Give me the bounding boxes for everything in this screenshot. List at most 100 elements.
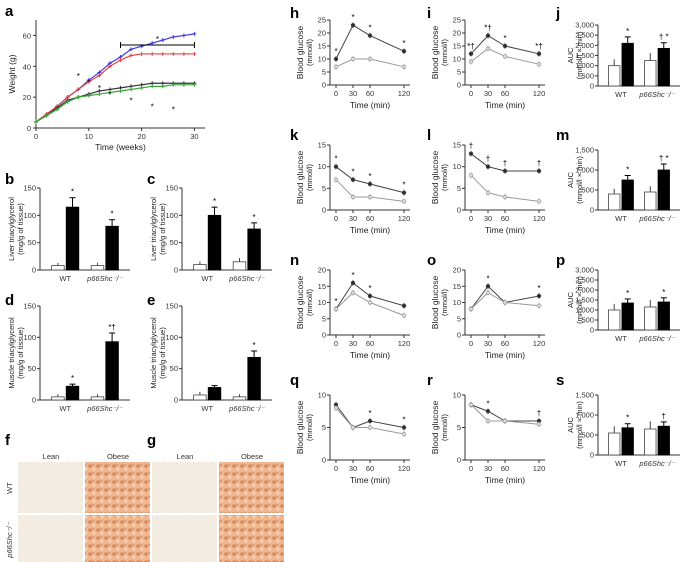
c-category-label: p66Shc⁻/⁻ [228,274,265,283]
r-xtick-label: 0 [469,464,473,473]
i-xtick-label: 30 [484,89,492,98]
f-col-label-lean: Lean [43,452,60,461]
n-ytick-label: 10 [318,298,326,307]
h-series-obese [335,24,405,60]
panel-letter-j: j [555,5,560,22]
k-xtick-label: 120 [398,214,411,223]
c-ytick-label: 0 [174,266,178,275]
d-ylabel: Muscle triacylglycerol [7,317,16,389]
m-ytick-label: 0 [590,206,594,215]
i-sig-mark: *† [467,42,475,51]
panel-letter-o: o [427,252,436,269]
m-sig-mark: * [626,166,629,175]
l-ylabel-units: (mmol/l) [440,163,449,191]
p-ylabel-units: (mmol/l × min) [575,276,584,324]
o-ytick-label: 5 [457,314,461,323]
n-ylabel-units: (mmol/l) [305,288,314,316]
h-ylabel-units: (mmol/l) [305,38,314,66]
a-sig-mark: * [77,72,80,81]
b-bar-lean [51,265,65,271]
k-ytick-label: 15 [318,141,326,150]
a-ytick-label: 0 [27,124,31,133]
j-bar-obese [657,47,670,87]
s-bar-lean [608,432,621,456]
p-ytick-label: 1,000 [575,306,594,315]
o-ytick-label: 20 [453,266,461,275]
m-bar-lean [644,191,657,211]
panel-letter-r: r [427,372,433,389]
r-series-obese [470,404,539,422]
l-series-obese [470,153,539,172]
p-ytick-label: 2,500 [575,276,594,285]
g-col-label-obese: Obese [241,452,263,461]
e-bar-obese [247,356,261,401]
s-bar-lean [644,428,657,456]
d-category-label: p66Shc⁻/⁻ [86,404,123,413]
a-sig-mark: * [130,96,133,105]
s-sig-mark: † [662,412,666,421]
j-bar-lean [644,60,657,87]
a-xtick-label: 20 [137,132,145,141]
l-sig-mark: † [503,159,507,168]
b-ytick-label: 150 [23,184,36,193]
p-ylabel: AUC [566,292,575,308]
n-ylabel: Blood glucose [295,276,305,330]
k-xtick-label: 60 [366,214,374,223]
e-ylabel-units: (mg/g of tissue) [158,327,167,379]
c-ylabel: Liver triacylglycerol [149,197,158,261]
n-xlabel: Time (min) [350,350,390,360]
d-ytick-label: 150 [23,302,36,311]
p-bar-lean [644,306,657,331]
j-ylabel-units: (mmol/l × min) [575,31,584,79]
s-sig-mark: * [626,414,629,423]
c-bar-lean [193,264,207,271]
r-ylabel: Blood glucose [430,401,440,455]
g-tissue-lean [152,462,217,513]
l-xtick-label: 0 [469,214,473,223]
o-series-lean [470,292,540,310]
f-tissue-obese [85,462,150,513]
k-xtick-label: 30 [349,214,357,223]
k-ytick-label: 0 [322,206,326,215]
k-xlabel: Time (min) [350,225,390,235]
a-xtick-label: 10 [85,132,93,141]
s-ytick-label: 1,000 [575,411,594,420]
j-ytick-label: 500 [581,71,594,80]
b-ylabel: Liver triacylglycerol [7,197,16,261]
a-sig-mark: * [172,106,175,115]
p-ytick-label: 2,000 [575,286,594,295]
h-ytick-label: 20 [318,29,326,38]
panel-letter-s: s [556,372,564,389]
p-category-label: p66Shc⁻/⁻ [638,334,675,343]
i-xtick-label: 120 [533,89,546,98]
r-xtick-label: 30 [484,464,492,473]
g-tissue-obese [219,462,284,513]
p-sig-mark: * [662,288,665,297]
r-ylabel-units: (mmol/l) [440,413,449,441]
c-sig-mark: * [253,213,256,222]
panel-letter-c: c [147,171,155,188]
k-ylabel-units: (mmol/l) [305,163,314,191]
i-ytick-label: 15 [453,42,461,51]
c-bar-obese [207,214,222,271]
e-category-label: WT [201,404,213,413]
o-ylabel: Blood glucose [430,276,440,330]
j-bar-lean [608,65,621,87]
a-series-blue [35,33,195,123]
k-xtick-label: 0 [334,214,338,223]
i-ytick-label: 5 [457,68,461,77]
c-sig-mark: * [213,197,216,206]
f-row-label-p66shc: p66Shc⁻/⁻ [5,521,14,558]
r-xtick-label: 120 [533,464,546,473]
s-category-label: WT [615,459,627,468]
i-xtick-label: 60 [501,89,509,98]
c-bar-lean [232,261,247,271]
r-ytick-label: 5 [457,423,461,432]
a-sig-mark: * [87,78,90,87]
a-series-black [35,82,195,123]
l-ylabel: Blood glucose [430,151,440,205]
k-series-lean [335,179,405,202]
s-ylabel-units: (mmol/l × min) [575,401,584,449]
c-ytick-label: 150 [165,184,178,193]
f-col-label-obese: Obese [107,452,129,461]
